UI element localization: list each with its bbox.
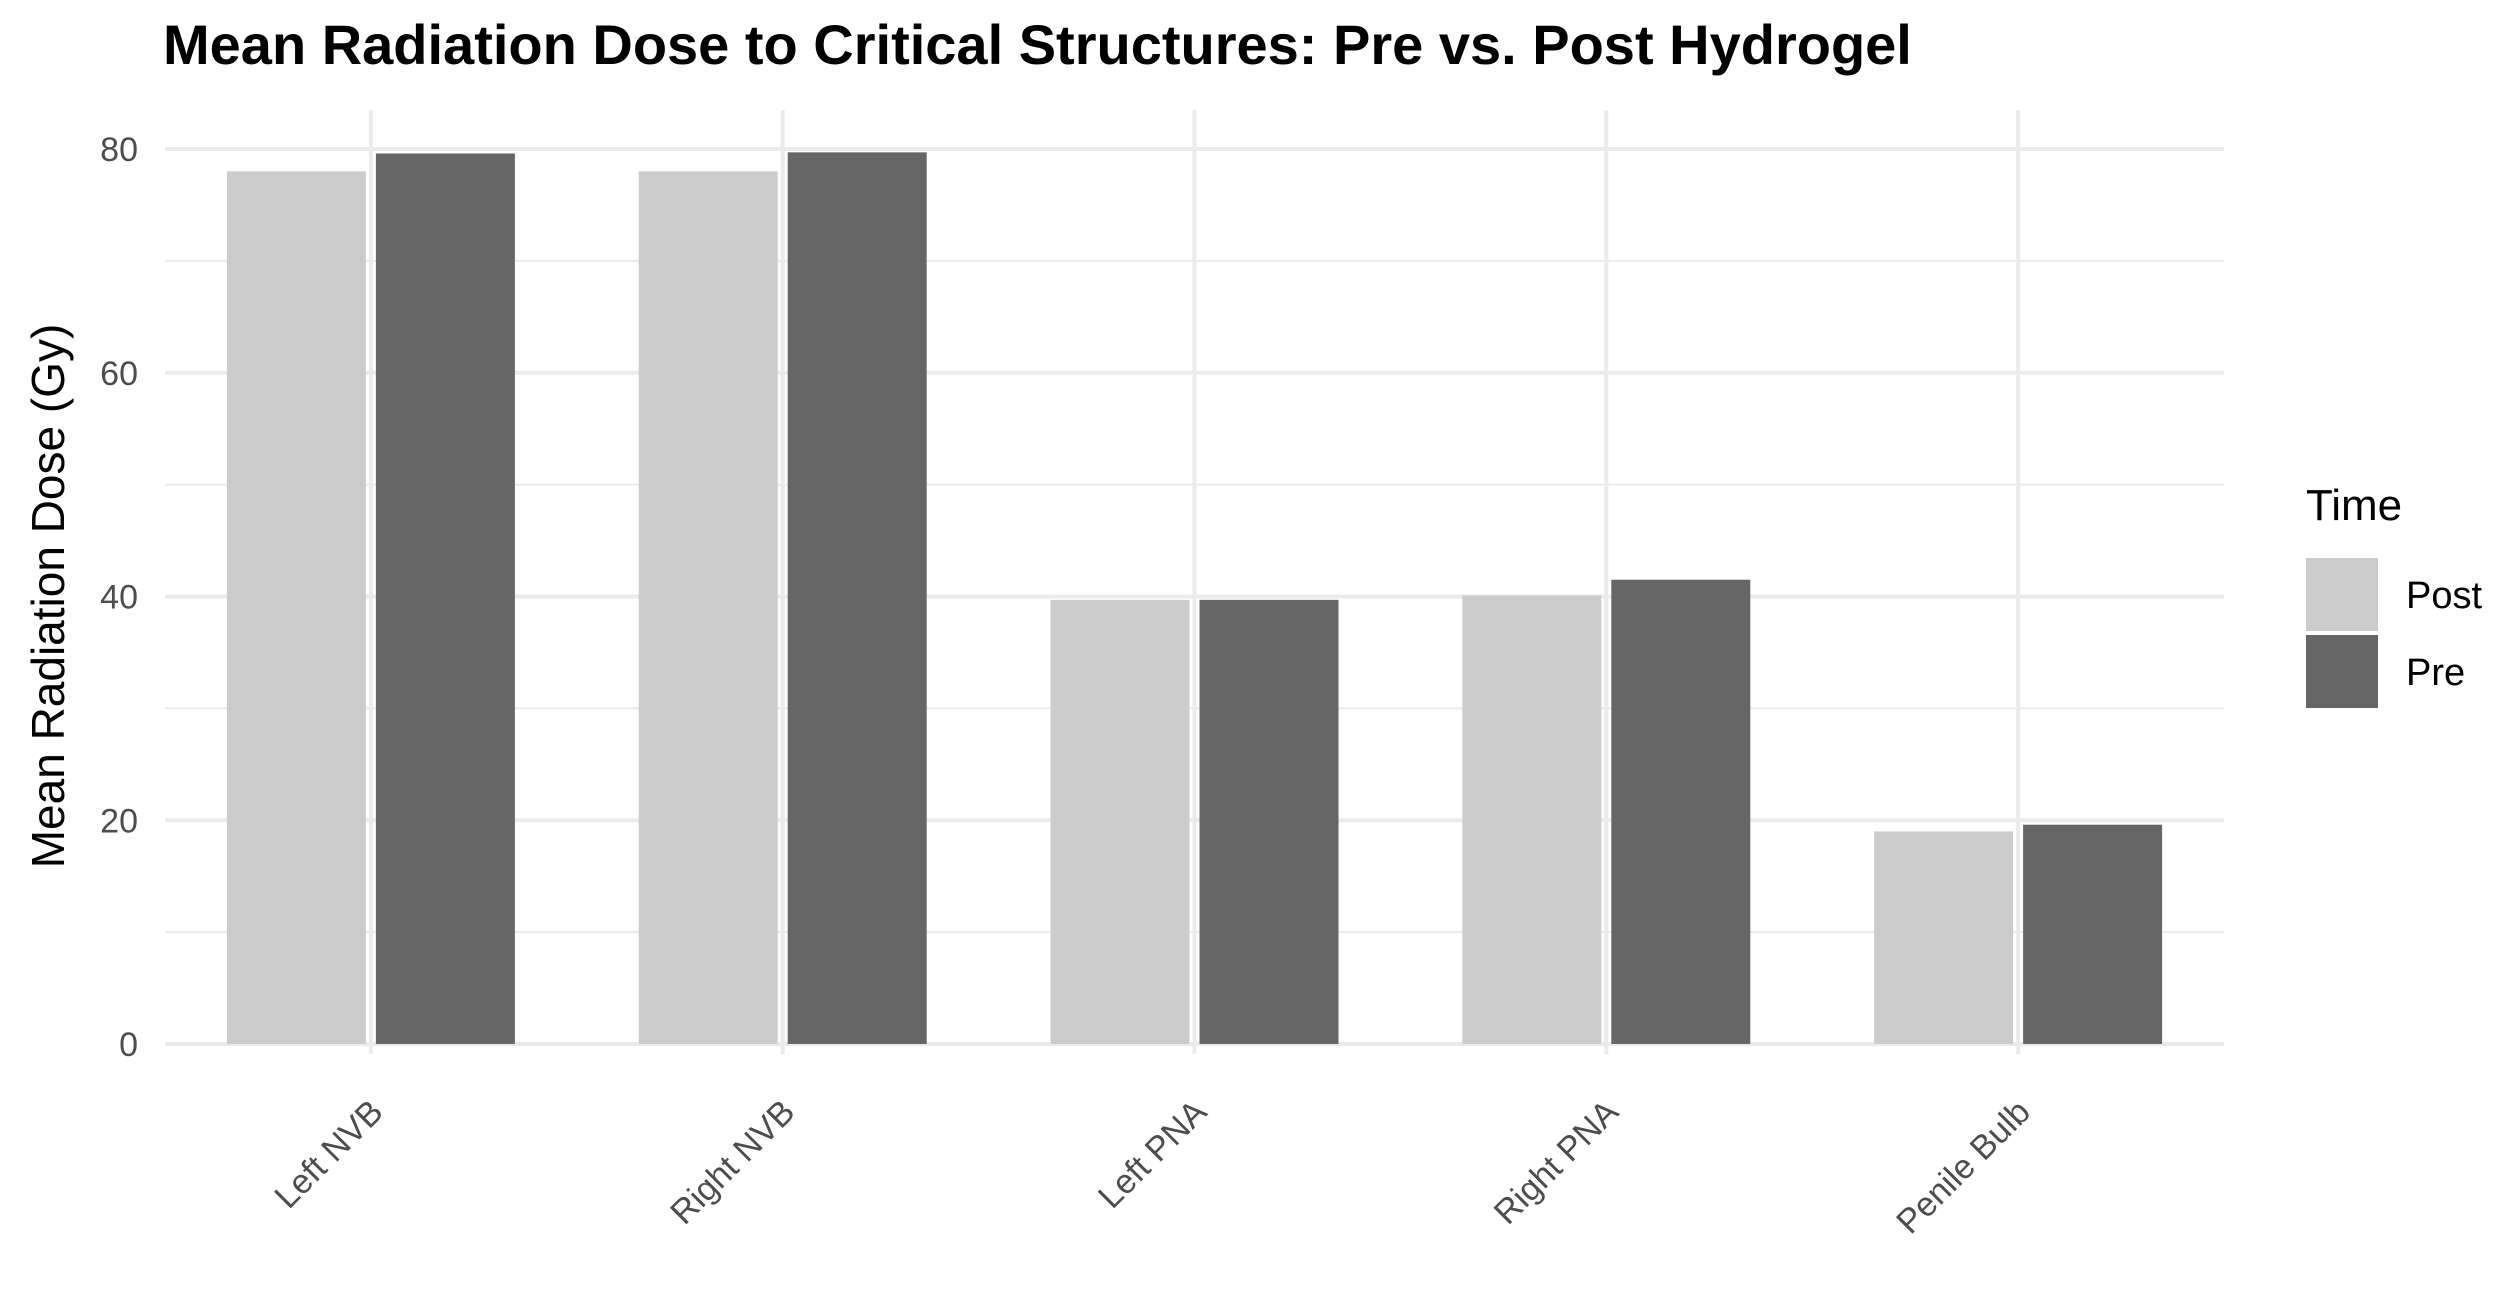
x-tick-labels: Left NVB Right NVB Left PNA Right PNA Penile… bbox=[267, 1093, 2037, 1242]
x-tick-label: Left NVB bbox=[267, 1093, 390, 1216]
bar-pre-right-nvb bbox=[787, 152, 927, 1044]
x-tick-label: Penile Bulb bbox=[1889, 1093, 2038, 1242]
x-tick-label: Right PNA bbox=[1487, 1093, 1626, 1232]
bar-pre-left-nvb bbox=[375, 153, 515, 1045]
bar-pre-penile-bulb bbox=[2023, 824, 2163, 1044]
y-tick-label: 0 bbox=[119, 1026, 138, 1064]
y-tick-label: 20 bbox=[100, 802, 138, 840]
bars bbox=[226, 152, 2163, 1045]
bar-post-left-pna bbox=[1050, 599, 1190, 1044]
bar-post-penile-bulb bbox=[1874, 831, 2014, 1044]
bar-post-right-nvb bbox=[638, 171, 778, 1044]
bar-pre-right-pna bbox=[1611, 579, 1751, 1044]
bar-post-left-nvb bbox=[226, 171, 366, 1044]
y-axis-label: Mean Radiation Dose (Gy) bbox=[22, 324, 74, 869]
legend-label: Pre bbox=[2406, 652, 2465, 694]
legend: Time Post Pre bbox=[2306, 481, 2482, 708]
chart-title: Mean Radiation Dose to Critical Structur… bbox=[163, 13, 1912, 76]
x-tick-label: Left PNA bbox=[1091, 1093, 1214, 1216]
bar-pre-left-pna bbox=[1199, 599, 1339, 1044]
y-tick-labels: 0 20 40 60 80 bbox=[100, 131, 138, 1064]
legend-key-pre bbox=[2306, 635, 2378, 708]
x-tick-label: Right NVB bbox=[663, 1093, 802, 1232]
bar-post-right-pna bbox=[1462, 595, 1602, 1044]
legend-title: Time bbox=[2306, 481, 2402, 530]
y-tick-label: 60 bbox=[100, 355, 138, 393]
y-tick-label: 80 bbox=[100, 131, 138, 169]
legend-key-post bbox=[2306, 558, 2378, 631]
y-tick-label: 40 bbox=[100, 579, 138, 617]
legend-label: Post bbox=[2406, 575, 2482, 617]
